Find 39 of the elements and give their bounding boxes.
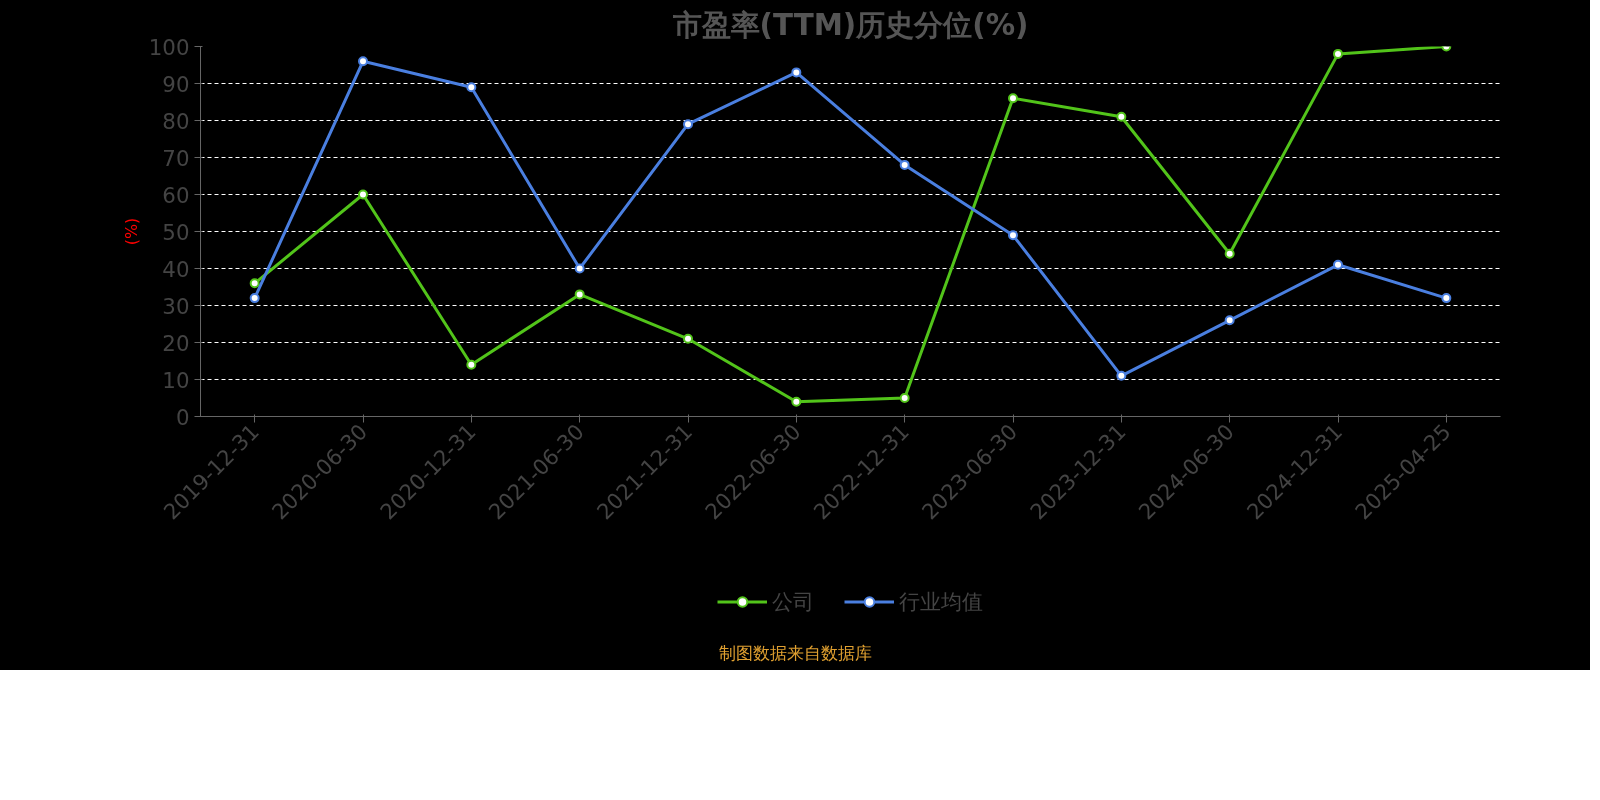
point	[466, 359, 477, 370]
point	[466, 82, 477, 93]
point	[358, 56, 368, 67]
legend-label: 行业均值	[899, 587, 983, 616]
point	[1224, 315, 1235, 326]
y-tick-label: 40	[162, 256, 190, 282]
point	[1116, 370, 1127, 381]
point	[1333, 48, 1343, 59]
point	[683, 119, 693, 130]
text: 制图数据来自数据库	[718, 642, 872, 665]
y-tick-label: 70	[162, 145, 190, 171]
y-tick-label: 90	[162, 71, 190, 97]
point	[1008, 93, 1018, 104]
y-tick-label: 80	[162, 108, 190, 134]
point	[899, 393, 910, 403]
y-tick-label: 20	[162, 330, 190, 356]
legend-label: 公司	[772, 587, 814, 616]
y-tick-label: 60	[162, 182, 190, 208]
point	[574, 263, 585, 274]
y-tick-label: 100	[148, 34, 190, 60]
y-tick-label: 10	[162, 367, 190, 393]
point	[899, 159, 910, 170]
point	[1224, 248, 1235, 259]
point	[791, 67, 802, 78]
chart-title: 市盈率(TTM)历史分位(%)	[671, 7, 1029, 42]
point	[1008, 230, 1018, 241]
point	[1116, 111, 1127, 122]
point	[683, 333, 693, 344]
point	[574, 289, 585, 300]
point	[1333, 259, 1343, 270]
point	[1441, 293, 1452, 304]
y-tick-label: 0	[175, 404, 190, 430]
y-axis-title: (%)	[121, 217, 141, 246]
point	[249, 278, 260, 289]
y-tick-label: 30	[162, 293, 190, 319]
point	[358, 189, 368, 200]
point	[791, 396, 802, 407]
point	[249, 293, 260, 304]
y-tick-label: 50	[162, 219, 190, 245]
